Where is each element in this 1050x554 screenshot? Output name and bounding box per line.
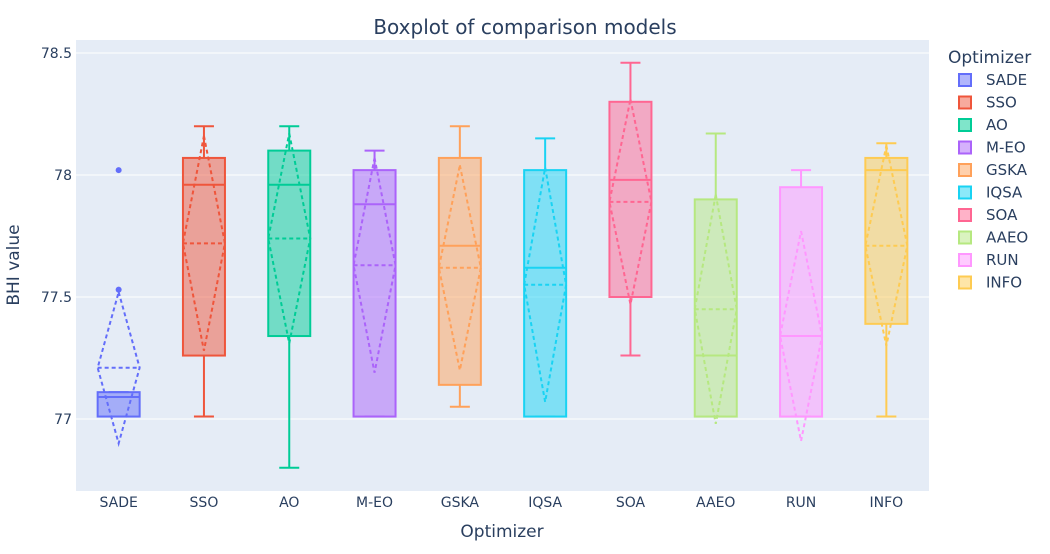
legend-label: GSKA [986,161,1028,179]
sd-diamond [267,133,312,344]
box-trace-run [779,169,824,442]
legend-swatch [958,140,972,155]
box-trace-soa [608,61,653,357]
legend-swatch [958,118,972,132]
legend-item-sso: SSO [958,94,1017,112]
iqr-box [608,100,653,298]
legend-item-run: RUN [958,251,1019,269]
sd-diamond [181,135,226,351]
legend-swatch [958,185,972,200]
iqr-box [96,391,141,418]
sd-diamond [864,145,909,347]
x-tick-label: AAEO [696,495,735,511]
legend-label: RUN [986,251,1019,269]
y-axis-ticks: 77 77.5 78 78.5 [41,46,72,428]
legend-label: SOA [986,206,1018,224]
legend-item-soa: SOA [958,206,1018,224]
legend-item-info: INFO [958,274,1022,292]
outlier-point [115,286,122,293]
x-tick-label: SADE [99,495,137,511]
legend-item-gska: GSKA [958,161,1028,179]
y-tick-label: 77.5 [41,290,72,306]
sd-diamond [693,194,738,425]
box-trace-gska [437,125,482,408]
iqr-box [864,156,909,325]
legend: SADE SSO AO M-EO GSKA IQSA SOA AAEO RUN INFO [958,71,1028,292]
legend-label: INFO [986,274,1022,292]
legend-item-iqsa: IQSA [958,184,1023,202]
x-tick-label: M-EO [356,495,393,511]
box-trace-aaeo [693,132,738,425]
iqr-box [693,198,738,418]
box-traces [96,61,909,469]
legend-swatch [958,275,972,290]
y-tick-label: 77 [54,412,72,428]
legend-swatch [958,73,972,87]
sd-diamond [96,288,141,448]
iqr-box [523,169,568,418]
x-tick-label: GSKA [441,495,480,511]
legend-item-aaeo: AAEO [958,229,1028,247]
box-trace-iqsa [523,137,568,418]
legend-label: IQSA [986,184,1023,202]
legend-label: SSO [986,94,1017,112]
y-tick-label: 78 [54,168,72,184]
sd-diamond [779,230,824,442]
x-tick-label: AO [279,495,299,511]
x-tick-label: INFO [870,495,904,511]
legend-swatch [958,230,972,245]
legend-title: Optimizer [948,48,1031,68]
legend-label: SADE [986,71,1027,89]
x-tick-label: SSO [190,495,219,511]
chart-title: Boxplot of comparison models [373,15,676,39]
legend-swatch [958,208,972,222]
x-axis-title: Optimizer [460,522,543,542]
iqr-box [352,169,397,418]
legend-swatch [958,95,972,110]
iqr-box [437,156,482,386]
x-axis-ticks: SADE SSO AO M-EO GSKA IQSA SOA AAEO RUN INFO [99,495,903,511]
y-tick-label: 78.5 [41,46,72,62]
legend-label: AAEO [986,229,1028,247]
outlier-point [115,167,122,174]
x-tick-label: SOA [616,495,646,511]
legend-item-m-eo: M-EO [958,139,1026,157]
box-trace-sade [96,167,141,448]
box-trace-info [864,142,909,418]
x-tick-label: RUN [786,495,816,511]
box-trace-ao [267,125,312,469]
legend-swatch [958,253,972,267]
legend-swatch [958,163,972,177]
sd-diamond [523,167,568,403]
box-trace-sso [181,125,226,418]
box-trace-m-eo [352,149,397,418]
sd-diamond [352,157,397,373]
legend-label: M-EO [986,139,1026,157]
legend-item-ao: AO [958,116,1008,134]
iqr-box [267,149,312,338]
iqr-box [181,156,226,357]
y-axis-title: BHI value [4,224,24,305]
legend-label: AO [986,116,1008,134]
x-tick-label: IQSA [528,495,562,511]
legend-item-sade: SADE [958,71,1027,89]
